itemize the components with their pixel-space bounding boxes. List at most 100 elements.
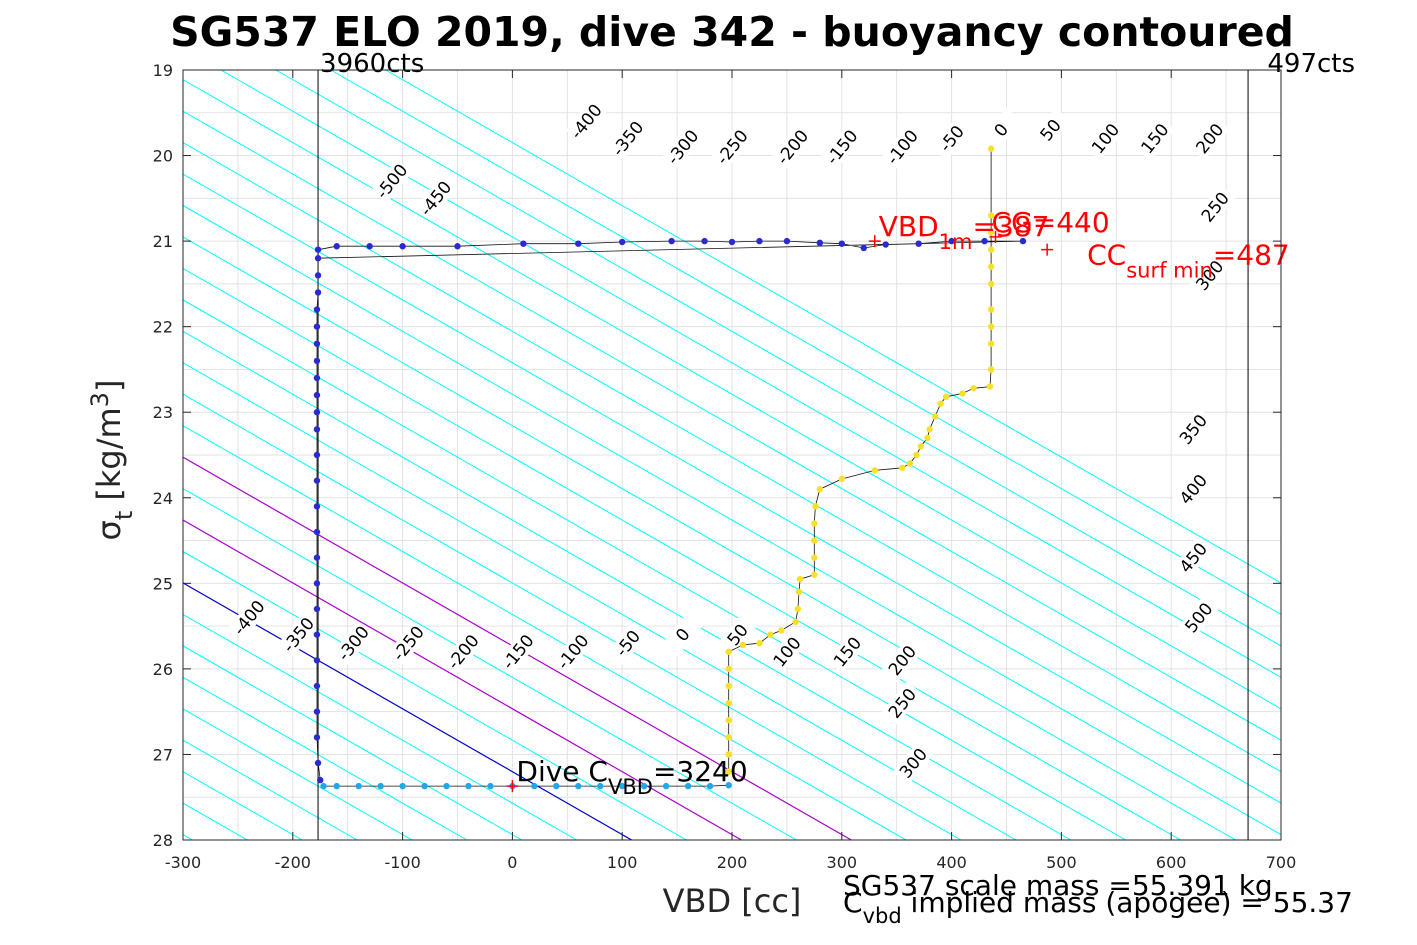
implied-mass-annotation: Cvbd implied mass (apogee) = 55.37 — [843, 886, 1353, 928]
trace-point — [421, 782, 428, 790]
trace-point — [313, 682, 321, 690]
contour-label-bg — [881, 638, 923, 683]
y-tick-label: 25 — [153, 574, 173, 593]
contour-label-bg — [552, 629, 594, 674]
buoyancy-contour-line — [183, 488, 797, 840]
trace-point — [399, 243, 406, 250]
trace-point — [725, 734, 732, 741]
trace-point — [313, 580, 321, 587]
contour-label-bg — [228, 595, 270, 640]
trace-point — [871, 467, 878, 474]
trace-point — [926, 426, 933, 433]
scale-mass-annotation: SG537 scale mass =55.391 kg — [843, 869, 1273, 902]
contour-label-bg — [881, 681, 923, 725]
buoyancy-contour-line — [183, 142, 1281, 773]
y-label-sigma: σ — [90, 520, 128, 540]
buoyancy-contour-line — [183, 708, 413, 840]
contour-label-bg — [277, 612, 319, 657]
buoyancy-contour-line — [0, 70, 83, 840]
trace-point — [619, 238, 626, 246]
trace-point — [767, 631, 774, 638]
x-tick-label: 200 — [717, 853, 748, 872]
trace-point — [948, 237, 955, 245]
buoyancy-contour-line — [183, 456, 852, 840]
y-tick-label: 26 — [153, 660, 173, 679]
marker-label: CG=440 — [992, 206, 1110, 239]
contour-label-bg — [387, 621, 429, 666]
trace-point — [333, 243, 340, 250]
trace-point — [725, 665, 732, 673]
trace-point — [915, 240, 922, 247]
trace-point — [981, 237, 988, 245]
trace-point — [811, 571, 818, 578]
dive-traces — [313, 145, 1027, 790]
contour-label-bg — [662, 125, 703, 169]
trace-point — [725, 782, 732, 789]
contour-label-bg — [607, 621, 649, 666]
contour-label-bg — [772, 125, 813, 169]
trace-point — [913, 451, 920, 459]
trace-point — [838, 240, 845, 247]
contour-label-bg — [1189, 253, 1230, 298]
contour-label-bg — [826, 629, 868, 674]
contour-label-bg — [332, 621, 374, 666]
trace-point — [725, 768, 732, 775]
trace-point — [377, 782, 384, 790]
trace-point — [465, 782, 472, 790]
contour-label-bg — [892, 741, 934, 785]
trace-point — [313, 409, 321, 416]
x-tick-label: 300 — [827, 853, 858, 872]
trace-point — [553, 782, 560, 790]
buoyancy-contour-line — [330, 70, 1281, 615]
trace-point — [520, 240, 527, 247]
trace-point — [924, 434, 931, 442]
contour-label-bg — [1189, 116, 1230, 161]
trace-point — [987, 229, 995, 236]
y-tick-label: 21 — [153, 232, 173, 251]
trace-point — [313, 477, 321, 484]
contour-label-bg — [565, 99, 607, 144]
trace-point — [882, 241, 889, 248]
buoyancy-contour-line — [183, 393, 962, 840]
trace-point — [725, 682, 732, 690]
x-tick-label: -300 — [165, 853, 201, 872]
contour-label-bg — [497, 629, 539, 674]
trace-point — [942, 393, 950, 401]
buoyancy-contour-line — [183, 519, 742, 840]
trace-point — [575, 240, 582, 247]
contour-label-bg — [1178, 595, 1220, 640]
buoyancy-contour-line — [183, 582, 632, 840]
trace-point — [684, 782, 692, 790]
contour-label-bg — [766, 629, 808, 674]
buoyancy-contour-line — [183, 236, 1236, 840]
y-tick-label: 23 — [153, 403, 173, 422]
trace-point — [917, 443, 925, 450]
x-tick-label: -100 — [384, 853, 420, 872]
y-label-sub: t — [110, 511, 138, 520]
contour-label-bg — [1030, 108, 1071, 152]
trace-point — [314, 289, 322, 296]
trace-point — [794, 605, 802, 613]
buoyancy-contour-line — [183, 267, 1181, 840]
trace-point — [314, 759, 322, 767]
trace-point — [987, 246, 995, 253]
buoyancy-contour-line — [183, 362, 1017, 840]
x-ticks: -300 -200 -100 0 100 200 300 400 500 600 700 — [165, 70, 1296, 872]
trace-point — [987, 366, 995, 373]
trace-point — [987, 323, 995, 330]
contour-label-bg — [1172, 467, 1214, 512]
trace-point — [986, 383, 994, 390]
x-tick-label: 0 — [507, 853, 517, 872]
trace-point — [313, 631, 321, 638]
trace-point — [812, 503, 819, 510]
trace-point — [728, 238, 736, 246]
trace-point — [778, 627, 785, 634]
trace-point — [314, 246, 322, 253]
buoyancy-contour-line — [183, 173, 1281, 804]
marker-cross — [868, 235, 881, 248]
trace-point — [816, 239, 824, 247]
buoyancy-contour-line — [183, 330, 1072, 840]
